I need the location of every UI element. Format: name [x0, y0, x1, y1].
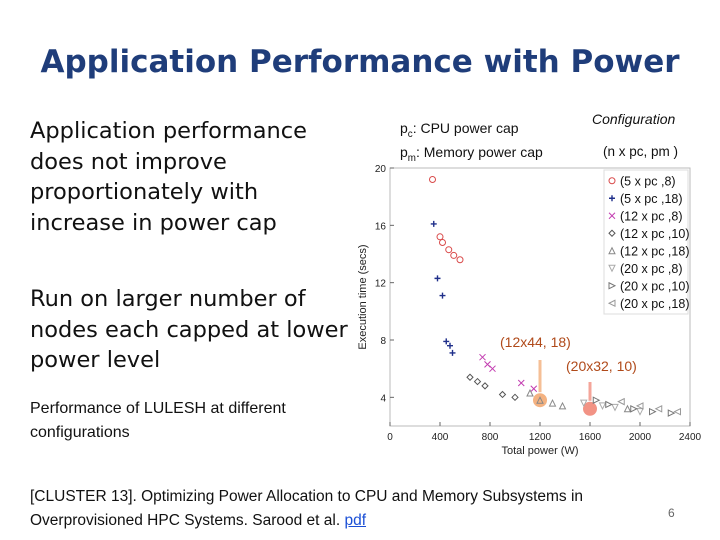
legend-label-5: (12 x pc ,18): [620, 244, 689, 258]
pdf-link[interactable]: pdf: [344, 512, 367, 530]
legend-box: [603, 169, 689, 315]
data-point-s4-5: [511, 393, 519, 402]
data-point-s8-2: [635, 402, 644, 410]
legend-label-2: (5 x pc ,18): [620, 192, 683, 206]
data-point-s5-5: [623, 404, 632, 413]
data-point-s3-3: [489, 365, 496, 373]
x-tick-label: 1600: [579, 432, 602, 443]
y-tick-label: 4: [380, 393, 386, 404]
x-tick-label: 800: [482, 432, 499, 443]
data-point-s2-3: [439, 292, 446, 299]
y-tick-label: 16: [375, 221, 387, 232]
pc-symbol: p: [400, 120, 408, 136]
x-tick-label: 2400: [679, 432, 702, 443]
configuration-title: Configuration: [592, 111, 676, 127]
data-point-s8-4: [673, 407, 681, 416]
y-tick-label: 12: [375, 279, 387, 290]
data-point-s8-3: [654, 404, 663, 413]
y-tick-label: 8: [380, 336, 386, 347]
citation-text: [CLUSTER 13]. Optimizing Power Allocatio…: [30, 488, 584, 530]
data-point-s7-2: [605, 400, 613, 409]
legend-marker-8: [607, 299, 616, 308]
legend-label-1: (5 x pc ,8): [620, 174, 676, 188]
data-point-s4-4: [498, 390, 507, 399]
annotation-12x44: (12x44, 18): [500, 334, 571, 350]
citation: [CLUSTER 13]. Optimizing Power Allocatio…: [30, 485, 650, 533]
legend-marker-7: [608, 281, 617, 290]
pc-subscript: c: [407, 128, 413, 140]
data-point-s1-1: [429, 175, 436, 183]
data-point-s7-5: [667, 409, 676, 417]
annotation-20x32: (20x32, 10): [566, 358, 637, 374]
legend-label-6: (20 x pc ,8): [620, 262, 683, 276]
configuration-format: (n x pc, pm ): [603, 144, 679, 159]
bullet-larger-nodes: Run on larger number of nodes each cappe…: [30, 286, 348, 374]
pm-subscript: m: [407, 153, 416, 165]
pc-text: : CPU power cap: [412, 120, 519, 136]
pm-text: : Memory power cap: [415, 144, 543, 161]
data-point-s1-6: [456, 256, 464, 264]
data-point-s5-1: [526, 388, 534, 397]
data-point-s7-1: [592, 396, 601, 405]
data-point-s3-5: [530, 385, 538, 393]
x-tick-label: 1200: [529, 432, 552, 443]
data-point-s8-1: [617, 397, 625, 406]
legend-marker-2: [609, 195, 615, 202]
data-point-s6-3: [611, 403, 619, 412]
data-point-s3-1: [479, 353, 486, 361]
x-tick-label: 400: [432, 432, 449, 443]
data-point-s2-5: [447, 342, 453, 349]
y-tick-label: 20: [375, 164, 387, 175]
x-tick-label: 0: [387, 432, 393, 443]
data-point-s1-2: [436, 233, 444, 241]
data-point-s3-4: [517, 379, 525, 387]
data-point-s6-1: [579, 399, 588, 408]
legend-label-7: (20 x pc ,10): [620, 279, 689, 293]
legend-marker-6: [608, 264, 616, 273]
data-point-s1-5: [450, 251, 458, 259]
data-point-s7-4: [649, 407, 657, 416]
pc-definition: pc: CPU power cap: [400, 118, 543, 142]
pm-symbol: p: [400, 144, 408, 161]
legend-label-4: (12 x pc ,10): [620, 227, 689, 241]
data-point-s2-2: [434, 275, 441, 282]
legend-marker-4: [608, 229, 616, 237]
chart-caption: Performance of LULESH at different confi…: [30, 400, 286, 441]
data-point-s6-4: [636, 408, 644, 416]
data-point-s1-3: [439, 239, 446, 247]
data-point-s5-3: [548, 398, 557, 407]
scatter-chart: 0 400 800 1200 1600 2000 2400 4 8 12 16 20 Total pow…: [357, 164, 702, 457]
data-point-s4-1: [466, 373, 474, 381]
data-point-s5-4: [558, 401, 567, 410]
data-point-s1-4: [445, 246, 453, 254]
page-number: 6: [668, 506, 675, 520]
bullet-performance: Application performance does not improve…: [30, 118, 307, 236]
legend-marker-1: [608, 177, 616, 185]
legend-marker-5: [608, 246, 616, 255]
highlight-point-2: [583, 401, 597, 416]
data-point-s7-3: [630, 404, 638, 413]
data-point-s6-2: [598, 402, 607, 411]
legend-marker-3: [608, 212, 616, 220]
highlight-point-1: [533, 393, 547, 408]
slide-title: Application Performance with Power: [40, 44, 680, 80]
data-point-s2-6: [449, 349, 456, 356]
legend-label-8: (20 x pc ,18): [620, 297, 689, 311]
y-axis-label: Execution time (secs): [357, 244, 369, 349]
power-cap-definitions: pc: CPU power cap pm: Memory power cap: [400, 118, 543, 167]
data-point-s5-2: [536, 396, 544, 404]
data-point-s4-3: [481, 382, 489, 390]
pm-definition: pm: Memory power cap: [400, 142, 543, 166]
legend-label-3: (12 x pc ,8): [620, 209, 683, 223]
x-tick-label: 2000: [629, 432, 652, 443]
data-point-s2-1: [430, 220, 437, 227]
data-point-s2-4: [443, 338, 450, 345]
x-axis-label: Total power (W): [501, 445, 578, 457]
data-point-s4-2: [473, 377, 482, 386]
